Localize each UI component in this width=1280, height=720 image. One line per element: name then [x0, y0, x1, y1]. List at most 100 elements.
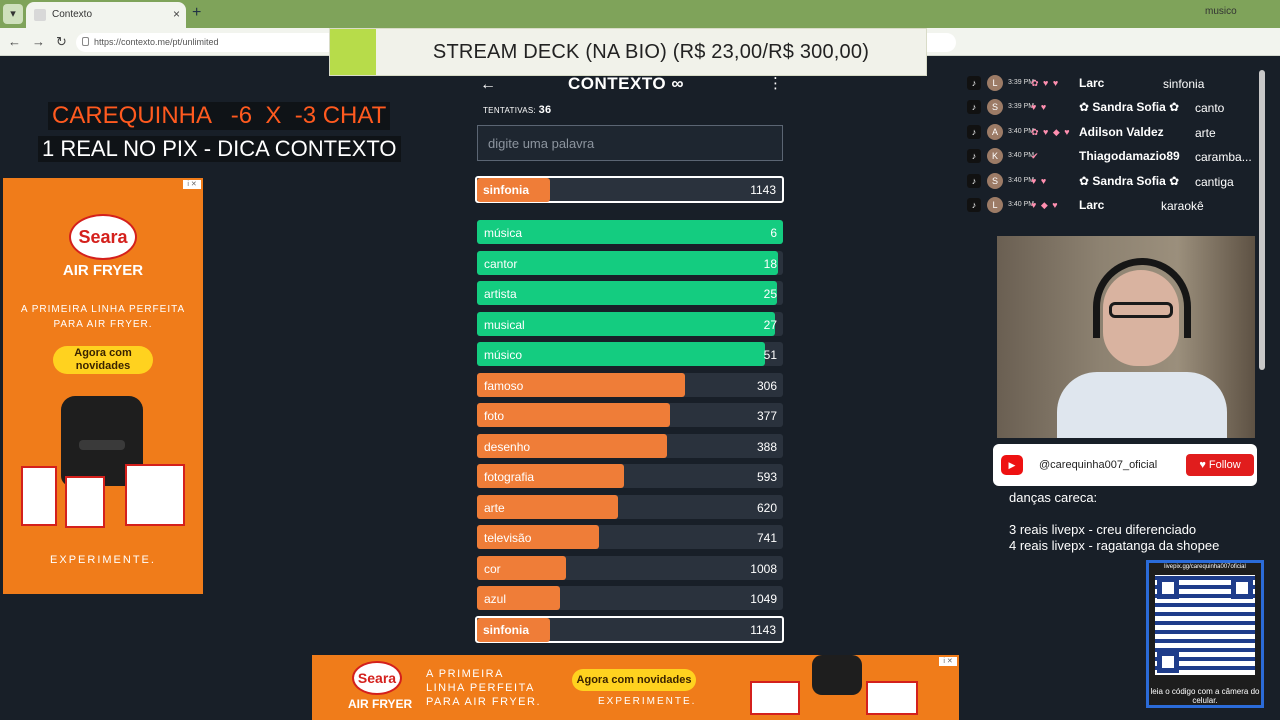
bottom-ad-banner[interactable]: i ✕ Seara AIR FRYER A PRIMEIRA LINHA PER… — [312, 655, 959, 720]
adchoices-icon[interactable]: i ✕ — [183, 180, 201, 189]
product-box — [125, 464, 185, 526]
banner-accent — [330, 29, 376, 75]
qr-finder — [1157, 577, 1179, 599]
chat-time: 3:40 PM — [1008, 152, 1035, 160]
guess-row: arte 620 — [477, 494, 783, 519]
browser-tab-bar: ▾ Contexto × + musico — [0, 0, 1280, 28]
guess-word: música — [484, 226, 523, 240]
game-title: CONTEXTO ∞ — [568, 74, 684, 93]
tiktok-icon: ♪ — [967, 124, 981, 139]
guess-row: musical 27 — [477, 311, 783, 336]
qr-url: livepix.gg/carequinha007oficial — [1164, 564, 1246, 570]
chat-message: ♪ A 3:40 PM ✿ ♥ ◆ ♥ Adilson Valdez arte — [965, 121, 1255, 145]
chat-badges-icon: ✿ ♥ ◆ ♥ — [1031, 126, 1071, 137]
guess-word: artista — [484, 287, 517, 301]
chat-message-text: caramba... — [1195, 150, 1252, 165]
product-box — [65, 476, 105, 528]
guess-word: desenho — [484, 439, 531, 454]
streamer-shirt — [1057, 372, 1227, 438]
qr-finder — [1157, 651, 1179, 673]
chat-username: Thiagodamazio89 — [1079, 149, 1180, 164]
chat-time: 3:40 PM — [1008, 127, 1035, 135]
product-box — [750, 681, 800, 715]
chat-message-text: sinfonia — [1163, 77, 1205, 91]
chat-time: 3:39 PM — [1008, 103, 1035, 111]
tiktok-icon: ♪ — [967, 149, 981, 164]
follow-button[interactable]: ♥ Follow — [1186, 454, 1254, 476]
guess-rank: 25 — [763, 287, 777, 301]
glasses — [1109, 302, 1173, 318]
guess-input[interactable] — [477, 125, 783, 161]
user-avatar: S — [987, 172, 1003, 189]
similarity-bar — [477, 372, 685, 397]
chat-message-text: canto — [1195, 101, 1225, 116]
seara-logo: Seara — [352, 661, 402, 695]
more-menu-icon[interactable]: ⋮ — [768, 75, 783, 92]
guess-rank: 1143 — [750, 183, 776, 197]
chat-time: 3:40 PM — [1008, 201, 1035, 208]
similarity-bar — [477, 342, 765, 366]
guess-rank: 593 — [756, 470, 777, 484]
guess-word: cor — [484, 561, 501, 576]
guess-row: azul 1049 — [477, 586, 783, 610]
chat-message: ♪ K 3:40 PM ✔ Thiagodamazio89 caramba... — [965, 145, 1255, 169]
guess-row: músico 51 — [477, 342, 783, 366]
guess-rank: 51 — [763, 348, 777, 362]
new-tab-button[interactable]: + — [192, 4, 202, 21]
tries-counter: TENTATIVAS: 36 — [483, 104, 551, 116]
ad-headline: A PRIMEIRA LINHA PERFEITA PARA AIR FRYER… — [20, 304, 186, 330]
ad-novidades-pill: Agora com novidades — [53, 346, 153, 374]
back-arrow-icon[interactable]: ← — [480, 76, 496, 93]
tiktok-icon: ♪ — [967, 100, 981, 115]
chat-username: Adilson Valdez — [1079, 124, 1164, 139]
ad-brand-sub: AIR FRYER — [348, 697, 413, 711]
ad-cta: EXPERIMENTE. — [50, 554, 156, 566]
chat-username: Larc — [1079, 76, 1105, 90]
guess-word: sinfonia — [483, 622, 530, 637]
browser-tab[interactable]: Contexto × — [26, 2, 186, 28]
webcam-feed — [997, 236, 1255, 438]
ad-headline-line: LINHA PERFEITA — [426, 682, 535, 694]
tab-search-button[interactable]: ▾ — [3, 4, 23, 24]
guess-rank: 377 — [756, 409, 777, 423]
similarity-bar — [477, 494, 618, 519]
guess-row: televisão 741 — [477, 525, 783, 549]
similarity-bar — [477, 617, 550, 642]
guess-rank: 18 — [763, 256, 777, 271]
similarity-bar — [477, 464, 624, 488]
tiktok-icon: ♪ — [967, 198, 981, 212]
stream-chat: ♪ L 3:39 PM ✿ ♥ ♥ Larc sinfonia ♪ S 3:39 PM ♥ ♥ ✿ … — [965, 72, 1255, 232]
guess-rank: 741 — [756, 531, 777, 545]
lock-icon — [82, 37, 89, 46]
chat-message: ♪ L 3:40 PM ♥ ◆ ♥ Larc karaokê — [965, 194, 1255, 218]
last-guess-row: sinfonia 1143 — [475, 176, 784, 203]
guess-rank: 1008 — [750, 561, 777, 576]
ad-cta: EXPERIMENTE. — [598, 696, 697, 707]
guess-rank: 306 — [756, 378, 777, 393]
chat-badges-icon: ♥ ♥ — [1031, 102, 1048, 113]
seara-logo: Seara — [69, 214, 137, 260]
guess-word: televisão — [484, 531, 532, 545]
guess-row: desenho 388 — [477, 433, 783, 458]
tiktok-icon: ♪ — [967, 76, 981, 90]
back-arrow-icon[interactable]: ← — [8, 34, 21, 49]
reload-icon[interactable]: ↻ — [56, 34, 67, 49]
adchoices-icon[interactable]: i ✕ — [939, 657, 957, 666]
forward-arrow-icon[interactable]: → — [32, 34, 45, 49]
guess-row: fotografia 593 — [477, 464, 783, 488]
qr-finder — [1231, 577, 1253, 599]
guess-word: musical — [484, 317, 525, 332]
tab-favicon-icon — [34, 9, 46, 21]
guess-rank: 27 — [763, 317, 777, 332]
left-ad-banner[interactable]: i ✕ Seara AIR FRYER A PRIMEIRA LINHA PER… — [3, 178, 203, 594]
guess-word: azul — [484, 592, 507, 606]
qr-caption: leia o código com a câmera do celular. — [1150, 687, 1260, 705]
page-scrollbar[interactable] — [1258, 62, 1266, 382]
qr-code — [1155, 575, 1255, 675]
user-avatar: L — [987, 197, 1003, 213]
guess-row: sinfonia 1143 — [475, 615, 784, 643]
tries-value: 36 — [538, 104, 552, 116]
guess-row: cantor 18 — [477, 250, 783, 275]
scrollbar-thumb[interactable] — [1259, 70, 1265, 370]
tab-close-icon[interactable]: × — [172, 7, 180, 21]
